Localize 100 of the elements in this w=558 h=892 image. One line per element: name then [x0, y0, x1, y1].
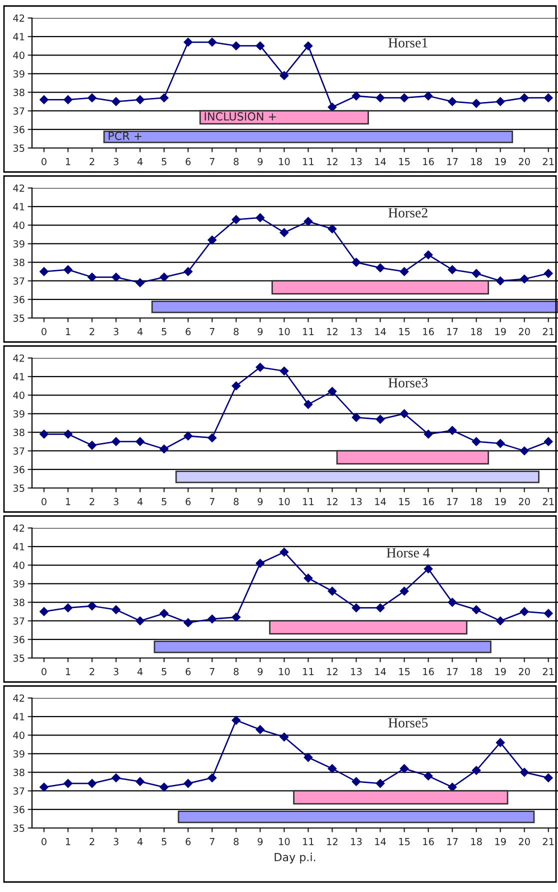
point — [112, 437, 121, 446]
point — [472, 268, 481, 278]
point — [520, 274, 529, 284]
y-tick-label: 36 — [13, 466, 24, 474]
point — [424, 564, 433, 574]
x-tick-label: 21 — [542, 498, 554, 506]
point — [40, 430, 48, 439]
point — [232, 612, 241, 622]
point — [544, 773, 553, 782]
point — [280, 732, 289, 742]
x-tick-label: 5 — [162, 328, 166, 336]
y-tick-label: 37 — [13, 107, 24, 115]
point — [544, 437, 553, 446]
x-tick-label: 7 — [210, 498, 214, 506]
text: Horse2 — [388, 208, 428, 218]
point — [496, 738, 505, 748]
x-tick-label: 13 — [351, 328, 362, 336]
point — [472, 605, 481, 614]
x-tick-label: 13 — [351, 838, 362, 846]
point — [424, 250, 433, 260]
y-tick-label: 38 — [13, 258, 24, 266]
x-tick-label: 4 — [137, 668, 143, 676]
x-tick-label: 0 — [42, 328, 46, 336]
point — [40, 782, 48, 792]
point — [208, 773, 217, 782]
point — [328, 386, 337, 396]
point — [472, 98, 481, 108]
x-tick-label: 7 — [210, 158, 214, 166]
point — [280, 228, 289, 238]
point — [352, 777, 361, 786]
point — [352, 258, 361, 267]
point — [184, 778, 193, 788]
x-tick-label: 11 — [303, 668, 314, 676]
y-tick-label: 38 — [13, 88, 24, 96]
y-tick-label: 42 — [13, 694, 24, 702]
x-tick-label: 10 — [279, 838, 290, 846]
point — [64, 778, 72, 788]
x-tick-label: 2 — [90, 328, 94, 336]
x-tick-label: 6 — [186, 838, 191, 846]
x-tick-label: 15 — [399, 328, 410, 336]
point — [376, 414, 385, 424]
x-tick-label: 0 — [42, 838, 46, 846]
point — [136, 616, 145, 626]
point — [160, 93, 169, 102]
y-tick-label: 41 — [13, 373, 24, 380]
x-tick-label: 9 — [258, 838, 263, 846]
x-tick-label: 18 — [471, 328, 482, 336]
point — [400, 93, 409, 102]
x-tick-label: 9 — [258, 328, 263, 336]
point — [136, 777, 145, 786]
point — [304, 574, 313, 583]
x-tick-label: 16 — [423, 158, 434, 166]
x-tick-label: 14 — [375, 838, 386, 846]
point — [376, 778, 385, 788]
text: Horse3 — [388, 378, 428, 388]
point — [64, 265, 72, 274]
y-tick-label: 40 — [13, 52, 24, 59]
x-tick-label: 16 — [423, 328, 434, 336]
y-tick-label: 39 — [13, 240, 24, 248]
x-tick-label: 8 — [234, 158, 239, 166]
y-tick-label: 39 — [13, 70, 24, 78]
x-tick-label: 4 — [137, 498, 143, 506]
x-tick-label: 10 — [279, 158, 290, 166]
point — [280, 548, 289, 557]
x-tick-label: 1 — [66, 838, 70, 846]
y-tick-label: 39 — [13, 580, 24, 588]
point — [208, 38, 217, 47]
x-tick-label: 21 — [542, 668, 554, 676]
x-tick-label: 3 — [114, 668, 118, 676]
point — [88, 602, 96, 610]
point — [400, 764, 409, 774]
x-tick-label: 20 — [518, 158, 530, 166]
point — [40, 95, 48, 104]
y-tick-label: 35 — [13, 824, 24, 832]
point — [448, 426, 457, 435]
x-tick-label: 19 — [495, 838, 506, 846]
point — [160, 444, 169, 454]
text: Horse5 — [388, 718, 428, 728]
point — [112, 272, 121, 282]
point — [376, 263, 385, 272]
x-tick-label: 17 — [447, 838, 458, 846]
point — [328, 764, 337, 774]
x-tick-label: 4 — [137, 838, 143, 846]
y-tick-label: 36 — [13, 806, 24, 814]
point — [232, 41, 241, 50]
x-tick-label: 0 — [42, 668, 46, 676]
x-tick-label: 12 — [327, 158, 338, 166]
y-tick-label: 42 — [13, 524, 24, 532]
point — [88, 272, 96, 282]
point — [400, 267, 409, 276]
x-tick-label: 4 — [137, 328, 143, 336]
point — [304, 752, 313, 762]
y-tick-label: 38 — [13, 428, 24, 436]
y-tick-label: 40 — [13, 732, 24, 739]
x-tick-label: 1 — [66, 668, 70, 676]
point — [160, 608, 169, 618]
y-tick-label: 37 — [13, 447, 24, 455]
point — [64, 95, 72, 104]
x-tick-label: 16 — [423, 668, 434, 676]
x-tick-label: 6 — [186, 158, 191, 166]
